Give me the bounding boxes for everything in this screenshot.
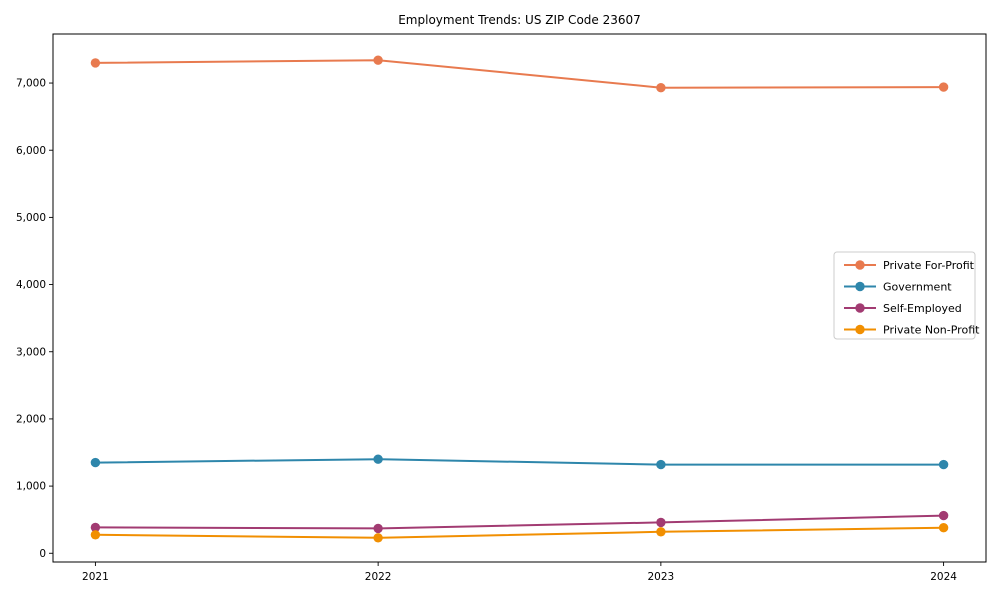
plot-frame: [52, 33, 987, 563]
data-point-government: [90, 457, 101, 468]
chart-title: Employment Trends: US ZIP Code 23607: [398, 13, 641, 27]
data-point-private-for-profit: [656, 83, 666, 93]
legend-marker-dot-private-non-profit: [855, 324, 865, 335]
series-line-private-non-profit: [94, 526, 945, 539]
data-point-private-non-profit: [90, 530, 101, 540]
x-axis-tick-label: 2021: [82, 571, 109, 583]
data-point-self-employed: [656, 517, 666, 528]
data-point-private-non-profit: [656, 527, 666, 537]
legend-label-private-for-profit: Private For-Profit: [883, 259, 975, 272]
legend-label-government: Government: [883, 280, 952, 293]
legend-marker-dot-self-employed: [855, 303, 865, 313]
series-line-private-for-profit: [94, 59, 945, 89]
legend-marker-dot-government: [855, 281, 865, 292]
y-axis-tick-label: 3,000: [16, 346, 46, 358]
series-line-self-employed: [94, 514, 945, 530]
data-point-private-for-profit: [373, 55, 383, 65]
data-point-self-employed: [373, 523, 383, 534]
legend-label-self-employed: Self-Employed: [883, 302, 962, 315]
data-point-private-non-profit: [938, 523, 949, 533]
y-axis-tick-label: 6,000: [16, 145, 46, 157]
y-axis-tick-label: 0: [39, 548, 46, 560]
legend-box: [833, 251, 976, 340]
legend-marker-dot-private-for-profit: [855, 260, 865, 270]
y-axis-tick-label: 7,000: [16, 78, 46, 90]
data-point-government: [373, 454, 383, 464]
data-point-self-employed: [938, 510, 949, 521]
series-line-government: [94, 458, 945, 466]
data-point-government: [656, 459, 666, 470]
data-point-self-employed: [90, 522, 101, 533]
legend-label-private-non-profit: Private Non-Profit: [883, 323, 980, 336]
data-point-private-for-profit: [90, 58, 101, 68]
data-point-private-for-profit: [938, 82, 949, 92]
y-axis-tick-label: 1,000: [16, 481, 46, 493]
y-axis-tick-label: 2,000: [16, 414, 46, 426]
data-point-private-non-profit: [373, 533, 383, 543]
y-axis-tick-label: 5,000: [16, 212, 46, 224]
y-axis-tick-label: 4,000: [16, 279, 46, 291]
x-axis-tick-label: 2022: [365, 571, 392, 583]
x-axis-tick-label: 2023: [647, 571, 674, 583]
data-point-government: [938, 459, 949, 470]
x-axis-tick-label: 2024: [930, 571, 957, 583]
